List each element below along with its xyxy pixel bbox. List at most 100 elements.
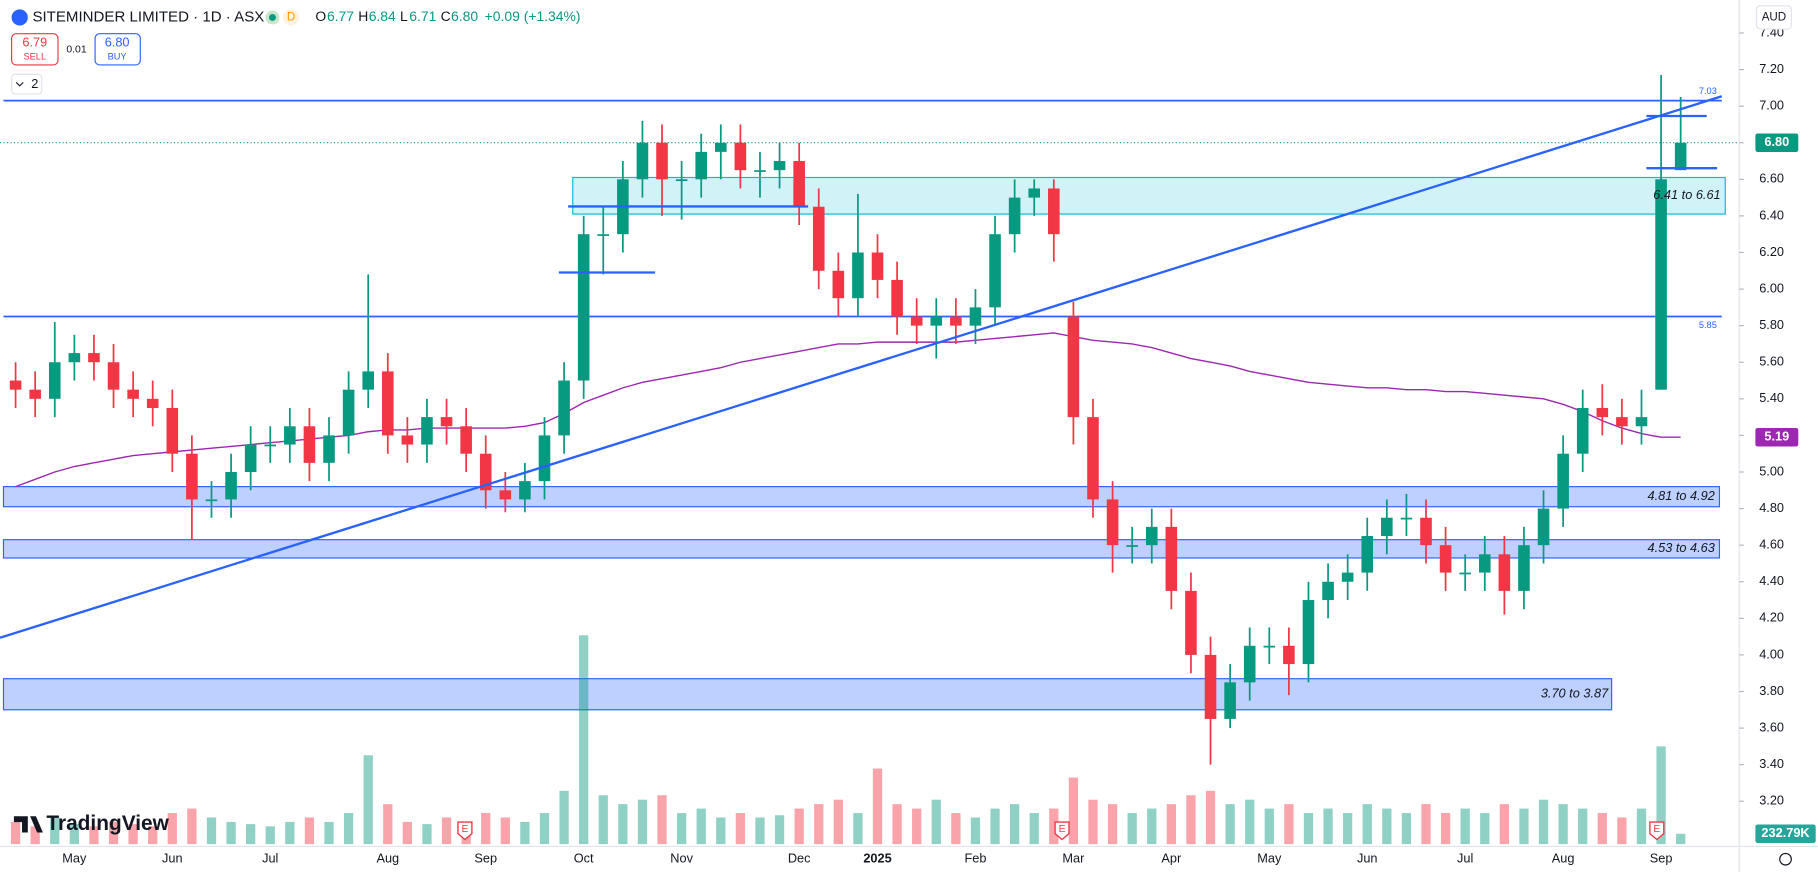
candle-body (381, 371, 394, 436)
candle-body (88, 353, 100, 363)
y-tick-label: 4.20 (1759, 610, 1784, 625)
volume-bar (892, 804, 902, 845)
volume-bar (69, 824, 79, 845)
x-tick-label: Oct (574, 851, 594, 866)
candle-body (166, 407, 179, 454)
volume-bar (265, 826, 275, 845)
candle-body (1655, 179, 1667, 390)
buy-button[interactable] (94, 33, 141, 66)
volume-bar (10, 821, 21, 845)
volume-bar (422, 824, 432, 845)
volume-bar (383, 804, 393, 845)
candle-body (440, 417, 453, 427)
sell-label: SELL (23, 51, 46, 61)
volume-bar (657, 795, 667, 845)
y-tick-label: 4.60 (1759, 537, 1784, 552)
x-tick-label: Nov (670, 851, 693, 866)
zone (2, 678, 1613, 711)
candle-body (812, 206, 825, 271)
candle-body (1341, 572, 1354, 582)
x-tick-label: Jul (262, 851, 278, 866)
trend-line (0, 95, 1723, 639)
candle-body (1283, 645, 1295, 665)
volume-bar (931, 799, 941, 845)
candle-body (127, 389, 139, 399)
ohlc-key: L (400, 8, 408, 24)
symbol-title: SITEMINDER LIMITED · 1D · ASX (32, 8, 264, 25)
candle-body (1459, 572, 1471, 575)
volume-bar (676, 813, 687, 845)
candle-body (342, 389, 355, 436)
symbol-logo (11, 9, 28, 26)
x-tick-label: Dec (788, 851, 811, 866)
candle-body (1106, 499, 1119, 546)
volume-bar (814, 804, 824, 845)
volume-bar (1186, 795, 1196, 845)
candle-body (1616, 417, 1628, 427)
earnings-label: E (1653, 824, 1660, 835)
volume-bar (1676, 833, 1686, 845)
candle-body (695, 151, 708, 180)
volume-bar (343, 813, 354, 845)
volume-bar (598, 795, 608, 845)
plot (0, 75, 1740, 765)
candle-body (1145, 526, 1158, 546)
volume-bar (89, 826, 99, 845)
candle-body (1048, 188, 1060, 235)
volume-bar (872, 768, 883, 845)
level-label: 7.03 (1699, 86, 1717, 96)
price-tag-label: 5.19 (1764, 429, 1789, 444)
volume-bar (539, 813, 550, 845)
candle-body (323, 435, 335, 463)
volume-bar (1499, 804, 1510, 845)
ohlc-value: 6.80 (451, 8, 478, 24)
volume-bar (1049, 808, 1059, 845)
y-tick-label: 7.00 (1759, 98, 1784, 113)
y-tick-label: 4.40 (1759, 573, 1784, 588)
volume-bar (520, 821, 530, 845)
volume-bar (187, 808, 197, 845)
volume-bar (1538, 799, 1549, 845)
volume-bar (1460, 808, 1470, 845)
y-tick-label: 5.00 (1759, 463, 1784, 478)
volume-bar (716, 817, 726, 845)
y-tick-label: 4.00 (1759, 646, 1784, 661)
candle-body (68, 353, 81, 363)
y-tick-label: 5.40 (1759, 390, 1784, 405)
x-tick-label: Mar (1062, 851, 1085, 866)
indicators-toggle[interactable] (11, 73, 43, 95)
volume-bar (618, 804, 628, 845)
candle-body (146, 398, 159, 408)
currency: AUD (1762, 12, 1786, 24)
volume-bar (1225, 804, 1235, 845)
settings-icon[interactable] (1779, 852, 1792, 866)
volume-bar (1107, 804, 1118, 845)
volume-bar (441, 817, 452, 845)
candle-body (9, 380, 22, 390)
volume-bar (324, 821, 334, 845)
earnings-label: E (1059, 824, 1066, 835)
volume-bar (1245, 799, 1255, 845)
volume-bar (794, 808, 804, 845)
candle-body (930, 316, 943, 326)
volume-bar (1284, 804, 1294, 845)
zone (2, 539, 1721, 559)
zone (2, 486, 1721, 508)
volume-bar (1421, 804, 1431, 845)
candle-body (1478, 554, 1491, 573)
ohlc-key: C (441, 8, 451, 24)
volume-bar (1617, 817, 1627, 845)
currency-button[interactable] (1755, 5, 1792, 30)
volume-bar (1597, 813, 1607, 845)
volume-bar (1558, 804, 1568, 845)
candle-body (969, 307, 982, 326)
sell-button[interactable] (11, 33, 59, 66)
candle-body (244, 444, 257, 472)
candle-body (577, 234, 590, 381)
candle-body (1243, 645, 1256, 683)
volume-bar (1636, 808, 1647, 845)
candle-body (460, 426, 472, 454)
volume-bar (1029, 813, 1039, 845)
candle-body (1165, 526, 1178, 591)
